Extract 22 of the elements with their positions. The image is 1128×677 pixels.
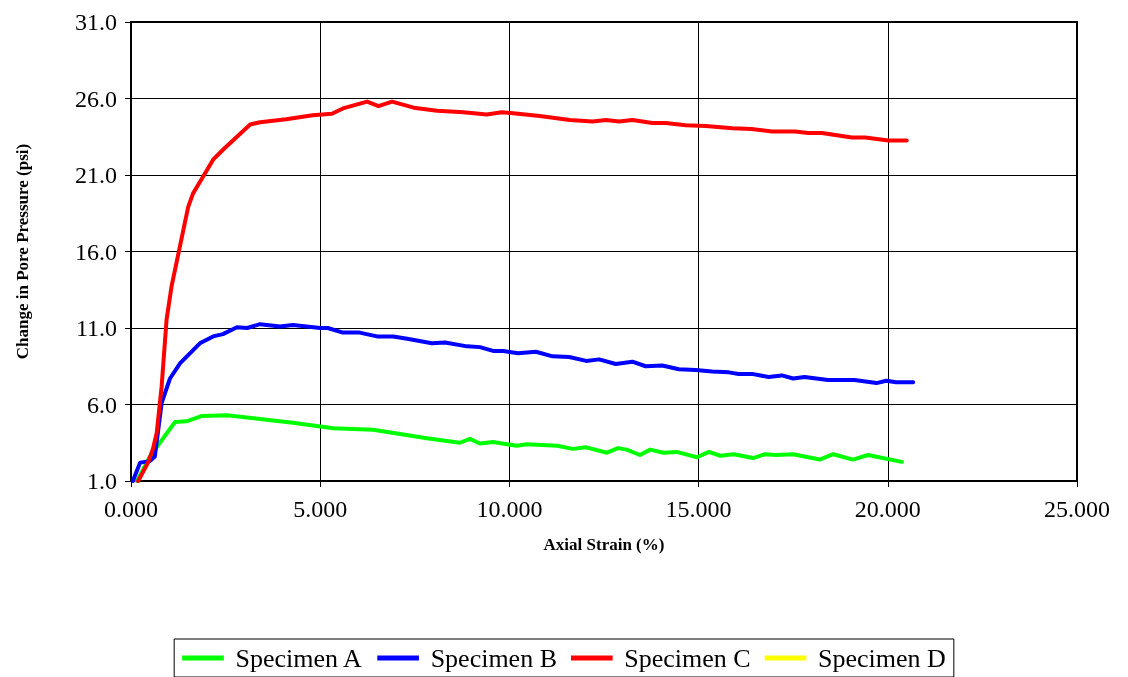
y-axis-title: Change in Pore Pressure (psi) xyxy=(13,143,32,360)
legend-label: Specimen A xyxy=(235,643,363,673)
y-tick-label: 1.0 xyxy=(87,468,117,494)
x-tick-label: 0.000 xyxy=(104,496,158,522)
x-tick-label: 15.000 xyxy=(665,496,732,522)
y-tick-label: 31.0 xyxy=(75,9,117,35)
x-tick-label: 20.000 xyxy=(854,496,921,522)
x-tick-label: 10.000 xyxy=(476,496,543,522)
y-tick-label: 21.0 xyxy=(75,162,117,188)
line-series xyxy=(136,99,909,483)
y-tick-label: 11.0 xyxy=(75,315,117,341)
y-tick-label: 6.0 xyxy=(87,391,117,418)
y-tick-label: 26.0 xyxy=(75,85,117,112)
legend-label: Specimen B xyxy=(430,643,558,673)
x-axis-title: Axial Strain (%) xyxy=(543,535,665,554)
x-tick-label: 5.000 xyxy=(293,496,348,522)
line-series xyxy=(130,322,916,483)
line-series xyxy=(135,413,904,483)
legend-label: Specimen D xyxy=(818,643,946,673)
legend-label: Specimen C xyxy=(624,643,751,673)
y-tick-label: 16.0 xyxy=(75,238,117,265)
x-tick-label: 25.000 xyxy=(1044,496,1110,522)
